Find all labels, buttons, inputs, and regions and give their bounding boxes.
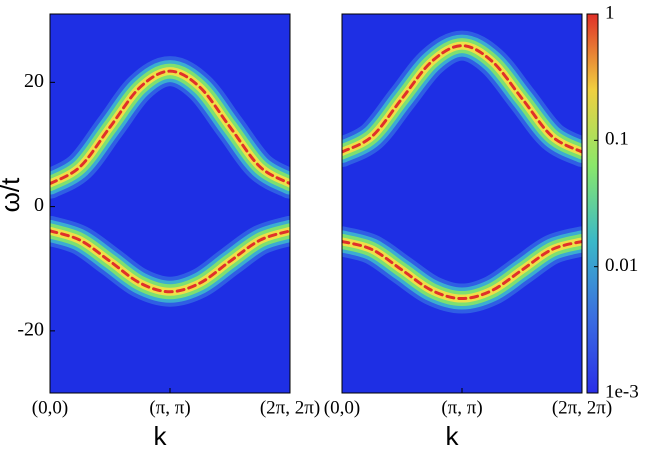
plot-background	[342, 14, 582, 393]
colorbar-tick-label: 0.1	[605, 129, 629, 150]
x-tick-label: (π, π)	[441, 397, 482, 418]
x-tick-label: (0,0)	[324, 397, 360, 418]
colorbar-tick-label: 1	[605, 2, 615, 23]
colorbar-tick-label: 0.01	[605, 255, 638, 276]
x-tick-label: (2π, 2π)	[552, 397, 612, 418]
y-axis-label: ω/t	[0, 177, 25, 213]
y-tick-label: 0	[34, 194, 44, 216]
x-tick-label: (2π, 2π)	[260, 397, 320, 418]
band-line	[50, 69, 290, 186]
band-line	[50, 229, 290, 294]
band-line	[342, 239, 582, 301]
x-axis-label: k	[446, 421, 460, 451]
y-tick-label: 20	[24, 70, 44, 92]
colorbar	[586, 13, 599, 394]
plot-area	[342, 30, 582, 314]
x-tick-label: (π, π)	[149, 397, 190, 418]
band-line	[342, 44, 582, 154]
plot-area	[50, 56, 290, 307]
colorbar-tick-label: 1e-3	[605, 381, 639, 402]
x-axis-label: k	[154, 421, 168, 451]
x-tick-label: (0,0)	[32, 397, 68, 418]
y-tick-label: -20	[17, 318, 44, 340]
